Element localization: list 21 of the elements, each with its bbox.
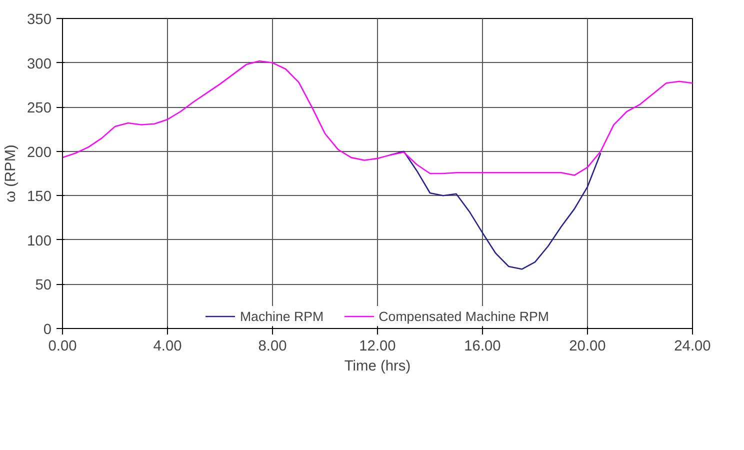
y-tick-label: 200	[27, 144, 52, 161]
x-tick-label: 12.00	[359, 338, 396, 354]
x-tick-label: 8.00	[258, 338, 287, 354]
y-tick-label: 50	[35, 278, 52, 294]
legend-label: Compensated Machine RPM	[378, 308, 550, 324]
line-series	[62, 60, 692, 176]
line-series	[390, 150, 602, 270]
x-tick-label: 4.00	[153, 338, 182, 354]
y-tick-label: 150	[27, 189, 52, 206]
y-tick-label: 100	[27, 233, 52, 250]
x-axis-title: Time (hrs)	[344, 358, 411, 374]
x-tick-label: 24.00	[674, 338, 711, 354]
y-tick-label: 350	[27, 12, 52, 28]
x-tick-label: 16.00	[464, 338, 501, 354]
y-tick-label: 0	[43, 322, 52, 338]
y-tick-label: 250	[27, 100, 52, 117]
legend-label: Machine RPM	[240, 308, 324, 324]
y-tick-label: 300	[27, 56, 52, 72]
x-tick-label: 0.00	[48, 338, 77, 354]
x-tick-label: 20.00	[569, 338, 606, 354]
y-axis-title: ω (RPM)	[3, 144, 20, 202]
